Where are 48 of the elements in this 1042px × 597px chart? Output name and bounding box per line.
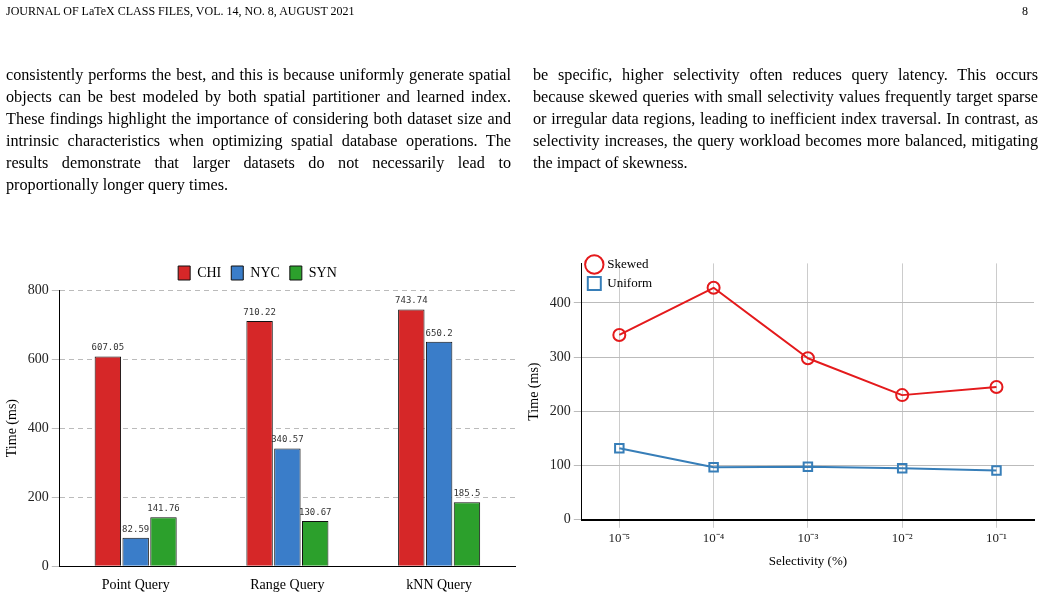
x-tick-label: 10⁻⁵ bbox=[608, 530, 631, 546]
data-label: 607.05 bbox=[91, 342, 125, 353]
data-label: 130.67 bbox=[298, 506, 332, 517]
data-label: 82.59 bbox=[122, 523, 150, 534]
data-label: 710.22 bbox=[243, 306, 276, 317]
x-tick-label: Point Query bbox=[101, 577, 170, 593]
x-tick-label: Range Query bbox=[250, 577, 325, 593]
data-label: 185.5 bbox=[453, 488, 481, 498]
legend-label: Skewed bbox=[607, 255, 649, 271]
y-tick-label: 200 bbox=[549, 403, 571, 419]
point bbox=[708, 461, 719, 473]
point bbox=[802, 461, 814, 472]
point bbox=[991, 465, 1002, 476]
y-axis-title: Time (ms) bbox=[4, 398, 21, 458]
x-tick-label: 10⁻² bbox=[891, 530, 913, 546]
x-tick-label: kNN Query bbox=[406, 577, 472, 593]
legend-label: NYC bbox=[250, 264, 280, 280]
point bbox=[614, 443, 625, 454]
x-tick-label: 10⁻³ bbox=[797, 530, 819, 546]
y-tick-label: 100 bbox=[549, 457, 571, 473]
y-tick-label: 0 bbox=[563, 511, 571, 527]
y-tick-label: 300 bbox=[549, 348, 571, 364]
point bbox=[706, 280, 721, 295]
point bbox=[895, 388, 910, 403]
y-axis-title: Time (ms) bbox=[526, 362, 543, 421]
y-tick-label: 600 bbox=[27, 350, 49, 366]
legend-label: CHI bbox=[197, 264, 222, 280]
text: JOURNAL OF LaTeX CLASS FILES, VOL. 14, NO. 8, AUGUST 2021 bbox=[6, 4, 355, 19]
point bbox=[800, 351, 815, 366]
data-label: 650.2 bbox=[425, 327, 453, 338]
y-tick-label: 400 bbox=[549, 294, 571, 310]
y-tick-label: 800 bbox=[27, 281, 49, 297]
text: consistently performs the best, and this is because uniformly generate spatial objects can be best modeled by both spatial partitioner and learned index. These findings highlight the importance of considering both dataset size and intrinsic characteristics when optimizing spatial database operations. The results demonstrate that larger datasets do not necessarily lead to proportionally longer query times. bbox=[6, 65, 511, 196]
text: be specific, higher selectivity often reduces query latency. This occurs because skewed queries with small selectivity values frequently target sparse or irregular data regions, leading to inefficient index traversal. In contrast, as selectivity increases, the query workload becomes more balanced, mitigating the impact of skewness. bbox=[533, 65, 1038, 174]
data-label: 743.74 bbox=[395, 295, 428, 306]
point bbox=[612, 327, 627, 342]
x-axis-title: Selectivity (%) bbox=[768, 552, 848, 568]
point bbox=[896, 463, 908, 474]
legend-label: SYN bbox=[308, 264, 337, 280]
legend-label: Uniform bbox=[607, 274, 653, 290]
y-tick-label: 200 bbox=[27, 488, 49, 504]
y-tick-label: 0 bbox=[41, 557, 49, 573]
x-tick-label: 10⁻⁴ bbox=[702, 530, 725, 546]
y-tick-label: 400 bbox=[27, 419, 49, 435]
x-tick-label: 10⁻¹ bbox=[986, 530, 1008, 546]
text: 8 bbox=[1022, 4, 1028, 19]
data-label: 141.76 bbox=[147, 503, 180, 514]
point bbox=[989, 379, 1004, 394]
